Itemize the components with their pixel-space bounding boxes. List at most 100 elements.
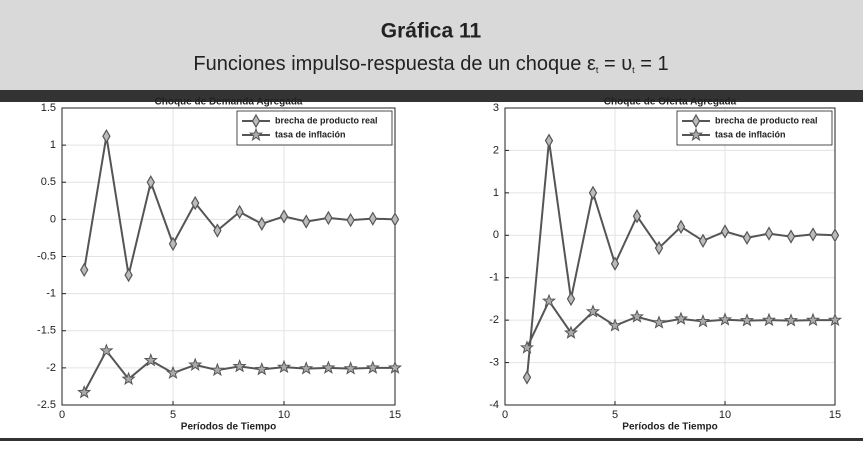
marker-diamond [102,129,111,144]
legend-label: brecha de producto real [275,115,378,125]
x-axis-label: Períodos de Tiempo [181,422,276,433]
marker-star [607,318,623,332]
marker-star [210,362,225,377]
axes-frame [61,107,396,406]
marker-diamond [191,195,200,211]
subtitle-part: Funciones impulso-respuesta de un choque… [193,53,596,75]
marker-star [761,312,777,327]
marker-star [651,315,667,329]
marker-star [827,312,843,327]
marker-star [188,357,203,371]
marker-diamond [324,210,333,226]
marker-diamond [588,185,598,201]
chart-title: Choque de Oferta Agregada [604,97,737,108]
marker-diamond [632,209,642,224]
marker-star [248,127,264,142]
marker-diamond [346,212,355,228]
marker-star [276,359,292,374]
y-tick-label: -1.5 [37,325,56,337]
x-tick-label: 0 [59,409,65,421]
marker-diamond [764,226,774,241]
legend-label: tasa de inflación [275,129,346,139]
marker-star [165,365,181,380]
marker-diamond [720,224,730,239]
footer-rule [0,438,863,441]
marker-diamond [302,214,311,229]
marker-diamond [742,230,752,246]
marker-star [783,313,799,327]
marker-star [585,304,601,318]
marker-diamond [522,370,532,385]
legend-label: tasa de inflación [715,129,786,139]
marker-diamond [251,113,261,129]
marker-star [563,325,579,339]
y-tick-label: 1 [50,139,56,151]
marker-star [387,360,403,374]
y-tick-label: 2 [493,144,499,156]
marker-star [77,385,92,399]
x-tick-label: 5 [612,409,618,421]
marker-diamond [566,291,576,307]
axes-frame [504,107,836,406]
marker-star [739,313,755,327]
marker-star [321,360,336,374]
x-tick-label: 10 [278,409,290,421]
marker-star [254,362,269,376]
marker-star [805,312,821,327]
y-tick-label: -2 [46,362,56,374]
marker-diamond [124,267,133,283]
marker-star [121,371,136,386]
legend-label: brecha de producto real [715,115,818,125]
x-tick-label: 15 [389,409,401,421]
header-background [0,0,863,90]
marker-diamond [654,240,664,256]
y-tick-label: 3 [493,102,499,114]
marker-star [673,311,689,325]
marker-diamond [235,204,244,220]
x-tick-label: 15 [829,409,841,421]
marker-diamond [786,229,796,244]
y-tick-label: -2.5 [37,399,56,411]
plot-area [505,108,835,405]
marker-diamond [676,219,686,234]
marker-star [232,358,247,373]
marker-diamond [80,262,89,278]
marker-star [143,352,158,367]
marker-diamond [390,212,400,227]
marker-star [688,127,704,142]
marker-star [629,309,645,323]
y-tick-label: -2 [489,314,499,326]
header-bar [0,90,863,102]
figure-subtitle: Funciones impulso-respuesta de un choque… [193,53,668,75]
marker-star [365,360,380,374]
marker-diamond [610,256,620,271]
y-tick-label: -1 [46,288,56,300]
legend-box [676,110,833,146]
subtitle-part: = 1 [635,53,669,75]
subtitle-part: = υ [598,53,632,75]
y-tick-label: -1 [489,272,499,284]
marker-star [717,312,733,326]
marker-star [519,340,535,354]
marker-diamond [691,113,701,129]
marker-diamond [279,209,289,224]
subscript: t [596,65,599,75]
y-tick-label: 0 [493,229,499,241]
marker-diamond [257,216,266,232]
x-tick-label: 5 [170,409,176,421]
y-tick-label: 1.5 [41,102,56,114]
y-tick-label: -4 [489,399,499,411]
marker-star [299,361,314,375]
legend-box [236,110,393,146]
marker-diamond [544,133,554,148]
marker-diamond [168,236,178,252]
chart-title: Choque de Demanda Agregada [155,97,303,108]
marker-diamond [830,228,840,243]
marker-diamond [146,175,155,190]
marker-star [343,361,358,375]
marker-diamond [368,211,377,226]
marker-diamond [213,223,222,238]
marker-star [541,293,557,308]
y-tick-label: 0.5 [41,176,56,188]
